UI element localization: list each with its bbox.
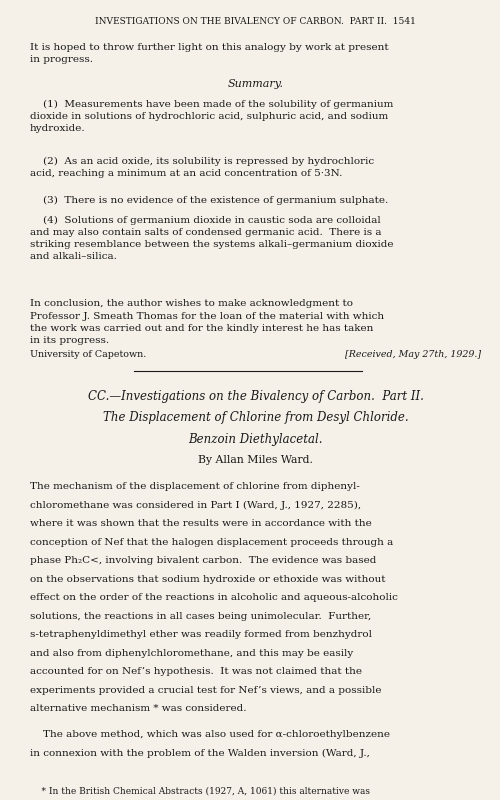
Text: phase Ph₂C<, involving bivalent carbon.  The evidence was based: phase Ph₂C<, involving bivalent carbon. …: [30, 556, 376, 565]
Text: accounted for on Nef’s hypothesis.  It was not claimed that the: accounted for on Nef’s hypothesis. It wa…: [30, 667, 362, 676]
Text: Benzoin Diethylacetal.: Benzoin Diethylacetal.: [188, 433, 323, 446]
Text: s-tetraphenyldimethyl ether was readily formed from benzhydrol: s-tetraphenyldimethyl ether was readily …: [30, 630, 372, 639]
Text: effect on the order of the reactions in alcoholic and aqueous-alcoholic: effect on the order of the reactions in …: [30, 593, 398, 602]
Text: * In the British Chemical Abstracts (1927, A, 1061) this alternative was: * In the British Chemical Abstracts (192…: [30, 786, 370, 796]
Text: [Received, May 27th, 1929.]: [Received, May 27th, 1929.]: [346, 350, 482, 359]
Text: CC.—Investigations on the Bivalency of Carbon.  Part II.: CC.—Investigations on the Bivalency of C…: [88, 390, 423, 402]
Text: and also from diphenylchloromethane, and this may be easily: and also from diphenylchloromethane, and…: [30, 649, 353, 658]
Text: The Displacement of Chlorine from Desyl Chloride.: The Displacement of Chlorine from Desyl …: [103, 411, 408, 424]
Text: alternative mechanism * was considered.: alternative mechanism * was considered.: [30, 705, 246, 714]
Text: (1)  Measurements have been made of the solubility of germanium
dioxide in solut: (1) Measurements have been made of the s…: [30, 100, 393, 134]
Text: In conclusion, the author wishes to make acknowledgment to
Professor J. Smeath T: In conclusion, the author wishes to make…: [30, 299, 384, 345]
Text: It is hoped to throw further light on this analogy by work at present
in progres: It is hoped to throw further light on th…: [30, 42, 389, 64]
Text: (2)  As an acid oxide, its solubility is repressed by hydrochloric
acid, reachin: (2) As an acid oxide, its solubility is …: [30, 157, 374, 178]
Text: in connexion with the problem of the Walden inversion (Ward, J.,: in connexion with the problem of the Wal…: [30, 749, 370, 758]
Text: The mechanism of the displacement of chlorine from diphenyl-: The mechanism of the displacement of chl…: [30, 482, 360, 491]
Text: University of Capetown.: University of Capetown.: [30, 350, 146, 359]
Text: on the observations that sodium hydroxide or ethoxide was without: on the observations that sodium hydroxid…: [30, 574, 386, 584]
Text: experiments provided a crucial test for Nef’s views, and a possible: experiments provided a crucial test for …: [30, 686, 382, 695]
Text: Summary.: Summary.: [228, 79, 283, 89]
Text: By Allan Miles Ward.: By Allan Miles Ward.: [198, 455, 313, 466]
Text: INVESTIGATIONS ON THE BIVALENCY OF CARBON.  PART II.  1541: INVESTIGATIONS ON THE BIVALENCY OF CARBO…: [95, 17, 416, 26]
Text: where it was shown that the results were in accordance with the: where it was shown that the results were…: [30, 519, 372, 528]
Text: (3)  There is no evidence of the existence of germanium sulphate.: (3) There is no evidence of the existenc…: [30, 195, 388, 205]
Text: chloromethane was considered in Part I (Ward, J., 1927, 2285),: chloromethane was considered in Part I (…: [30, 501, 361, 510]
Text: The above method, which was also used for α-chloroethylbenzene: The above method, which was also used fo…: [30, 730, 390, 739]
Text: conception of Nef that the halogen displacement proceeds through a: conception of Nef that the halogen displ…: [30, 538, 393, 546]
Text: (4)  Solutions of germanium dioxide in caustic soda are colloidal
and may also c: (4) Solutions of germanium dioxide in ca…: [30, 215, 394, 261]
Text: solutions, the reactions in all cases being unimolecular.  Further,: solutions, the reactions in all cases be…: [30, 612, 371, 621]
